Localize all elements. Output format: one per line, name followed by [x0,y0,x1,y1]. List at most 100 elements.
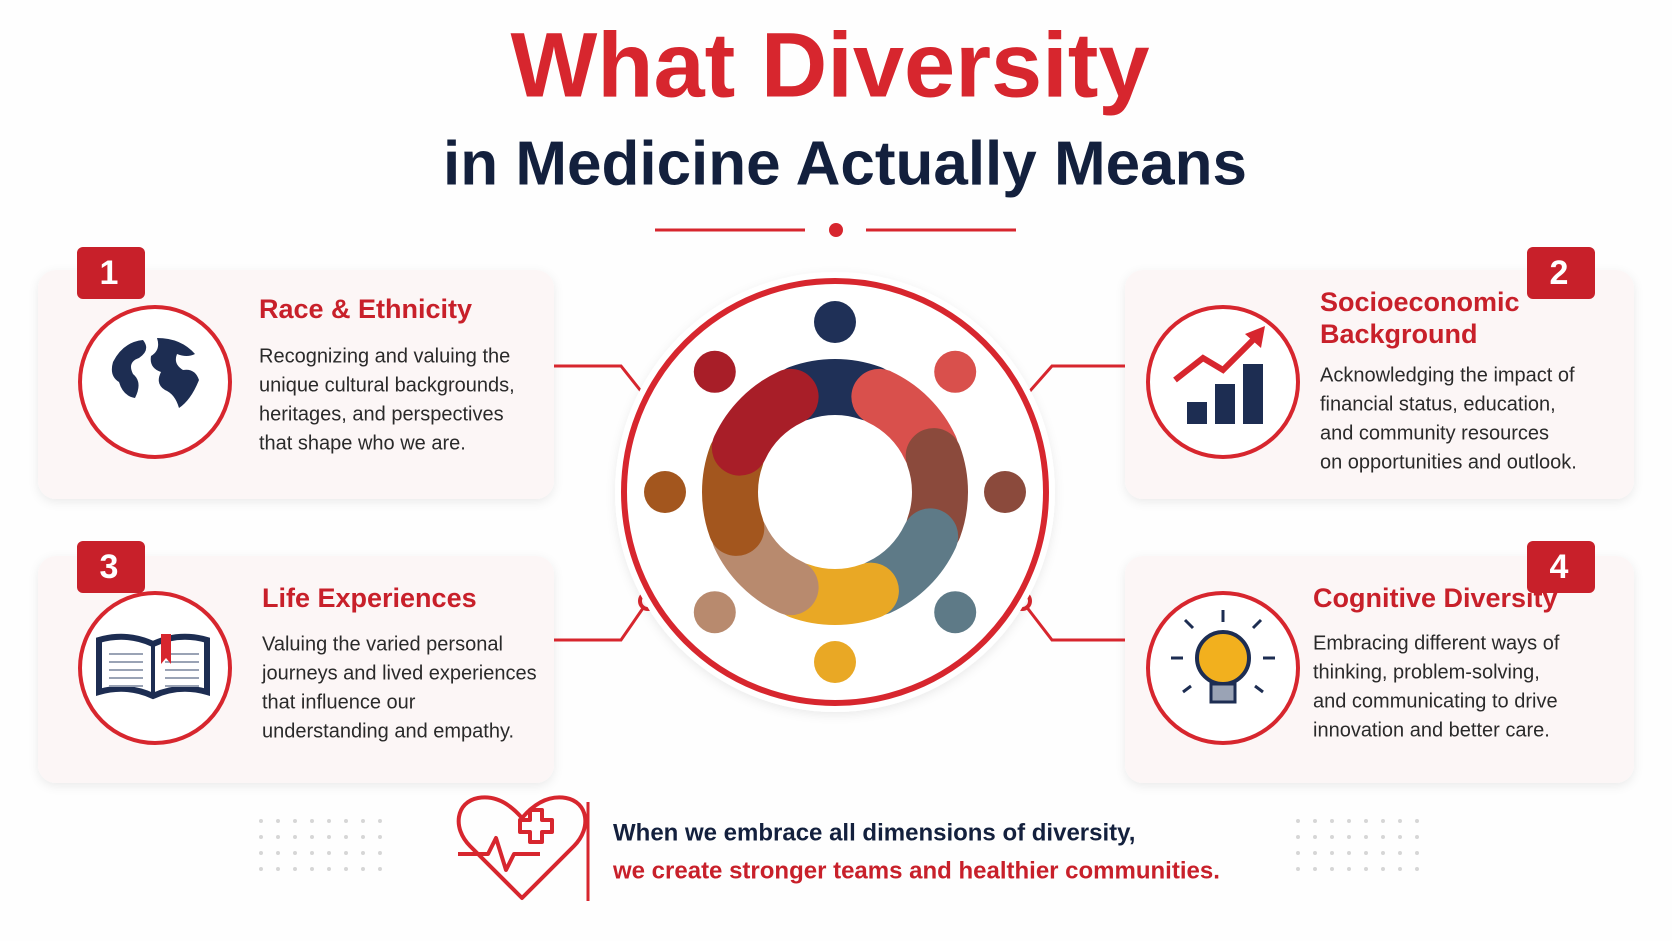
dot [310,819,314,823]
dot [361,867,365,871]
card-description: Valuing the varied personal [262,633,503,655]
footer-line1: When we embrace all dimensions of divers… [613,819,1135,846]
dot [310,851,314,855]
dot [1347,851,1351,855]
dot-grid [259,819,1419,871]
dot [276,867,280,871]
dot [293,835,297,839]
dot [1381,851,1385,855]
title-line2: in Medicine Actually Means [443,129,1247,198]
card-description: Recognizing and valuing the [259,345,510,367]
bulb-ray [1251,618,1263,630]
dot [1364,819,1368,823]
card-description: understanding and empathy. [262,720,514,742]
dot [1313,819,1317,823]
dot [1398,819,1402,823]
dot [344,835,348,839]
card-description: financial status, education, [1320,393,1556,415]
bulb-base [1209,682,1237,704]
chart-bar [1243,364,1263,424]
bookmark [161,634,171,664]
dot [293,851,297,855]
heart-icon [456,795,588,900]
person-head [814,301,856,343]
trend-line [1173,331,1262,383]
dot [259,819,263,823]
dot [1415,851,1419,855]
card-description: heritages, and perspectives [259,403,504,425]
dot [1415,835,1419,839]
card-title: Life Experiences [262,583,477,613]
dot [276,835,280,839]
card-description: unique cultural backgrounds, [259,374,515,396]
dot [1347,867,1351,871]
chart-bar [1215,384,1235,424]
number-badge [1527,247,1595,299]
card-description: Acknowledging the impact of [1320,364,1575,386]
card-description: journeys and lived experiences [261,662,537,684]
dot [361,851,365,855]
dot [378,867,382,871]
dot [1330,835,1334,839]
connector [1020,364,1125,401]
dot [1364,835,1368,839]
card-title: Socioeconomic [1320,287,1520,317]
card-description: on opportunities and outlook. [1320,451,1577,473]
dot [1296,835,1300,839]
dot [1347,819,1351,823]
dot [327,851,331,855]
dot [1364,851,1368,855]
dot [1415,819,1419,823]
connector [554,364,650,401]
card-description: innovation and better care. [1313,719,1550,741]
dot [1381,819,1385,823]
dot [259,851,263,855]
card-number: 4 [1550,548,1569,586]
dot [378,851,382,855]
dot [1415,867,1419,871]
connector [1020,600,1125,642]
card-description: and community resources [1320,422,1549,444]
dot [259,867,263,871]
bulb-ray [1183,618,1195,630]
number-badge [77,247,145,299]
card-description: thinking, problem-solving, [1313,661,1540,683]
number-badge [77,541,145,593]
dot [1296,867,1300,871]
dot [259,835,263,839]
number-badge [1527,541,1595,593]
person-head [814,641,856,683]
dot [1313,835,1317,839]
dot [276,819,280,823]
dot [378,835,382,839]
person-head [644,471,686,513]
dot [1313,851,1317,855]
person-body [711,368,819,476]
card-number: 2 [1550,254,1569,292]
dot [1330,867,1334,871]
card-description: and communicating to drive [1313,690,1558,712]
footer: When we embrace all dimensions of divers… [259,795,1419,901]
dot [327,867,331,871]
dot [344,851,348,855]
person-head [693,591,736,634]
dot [1347,835,1351,839]
center-ring [615,272,1055,712]
dot [327,819,331,823]
card-number: 3 [100,548,119,586]
chart-bar [1187,402,1207,424]
card: 1 Race & Ethnicity Recognizing and valuing… [38,247,658,499]
dot [361,835,365,839]
connector [554,600,650,642]
card-description: that shape who we are. [259,432,466,454]
card-description: that influence our [262,691,416,713]
dot [276,851,280,855]
title-line1: What Diversity [510,14,1149,116]
dot [344,819,348,823]
dot [327,835,331,839]
dot [1381,867,1385,871]
bulb-ray [1182,684,1192,694]
